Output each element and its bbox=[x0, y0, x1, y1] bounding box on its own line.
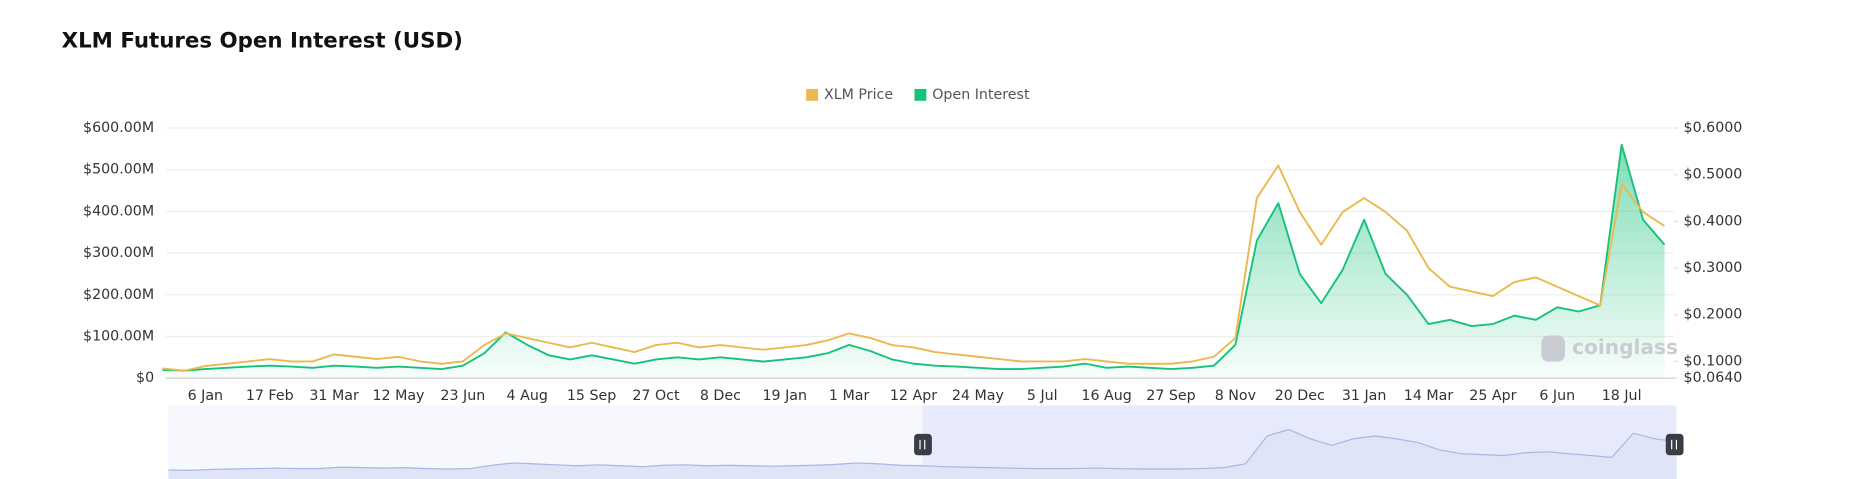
y-tick-label: $0 bbox=[136, 370, 154, 386]
y2-tick-label: $0.3000 bbox=[1684, 260, 1743, 276]
x-tick-label: 27 Sep bbox=[1146, 388, 1195, 404]
x-tick-label: 4 Aug bbox=[507, 388, 548, 404]
watermark-logo bbox=[1541, 335, 1565, 362]
x-tick-label: 12 Apr bbox=[890, 388, 937, 404]
y-tick-label: $400.00M bbox=[83, 203, 154, 219]
navigator bbox=[168, 405, 1677, 479]
x-tick-label: 1 Mar bbox=[829, 388, 870, 404]
legend-swatch bbox=[914, 88, 927, 101]
navigator-area bbox=[168, 429, 1677, 479]
y2-tick-label: $0.6000 bbox=[1684, 120, 1743, 136]
x-tick-label: 8 Nov bbox=[1215, 388, 1256, 404]
y2-tick-label: $0.4000 bbox=[1684, 213, 1743, 229]
x-tick-label: 31 Jan bbox=[1342, 388, 1387, 404]
x-tick-label: 24 May bbox=[952, 388, 1004, 404]
watermark: coinglass bbox=[1572, 335, 1678, 359]
y2-tick-label: $0.5000 bbox=[1684, 167, 1743, 183]
y-tick-label: $100.00M bbox=[83, 329, 154, 345]
navigator-handle[interactable] bbox=[914, 433, 932, 456]
x-tick-label: 18 Jul bbox=[1602, 388, 1642, 404]
x-tick-label: 17 Feb bbox=[246, 388, 294, 404]
oi-line bbox=[162, 143, 1666, 372]
navigator-handles bbox=[914, 433, 1684, 456]
chart-title: XLM Futures Open Interest (USD) bbox=[62, 29, 463, 54]
x-tick-label: 5 Jul bbox=[1027, 388, 1058, 404]
legend-swatch bbox=[806, 88, 819, 101]
legend-label: XLM Price bbox=[824, 87, 893, 103]
x-tick-label: 14 Mar bbox=[1404, 388, 1454, 404]
y2-tick-label: $0.0640 bbox=[1684, 370, 1743, 386]
plot bbox=[162, 143, 1666, 379]
x-tick-label: 15 Sep bbox=[567, 388, 616, 404]
oi-area bbox=[162, 144, 1665, 379]
x-tick-label: 6 Jun bbox=[1539, 388, 1575, 404]
x-tick-label: 20 Dec bbox=[1275, 388, 1325, 404]
price-line bbox=[162, 164, 1666, 372]
navigator-line bbox=[168, 428, 1677, 471]
legend-label: Open Interest bbox=[932, 87, 1030, 103]
x-tick-label: 12 May bbox=[372, 388, 424, 404]
y-tick-label: $600.00M bbox=[83, 120, 154, 136]
y-tick-label: $300.00M bbox=[83, 245, 154, 261]
x-tick-label: 8 Dec bbox=[700, 388, 741, 404]
y-tick-label: $200.00M bbox=[83, 287, 154, 303]
x-tick-label: 16 Aug bbox=[1081, 388, 1131, 404]
x-tick-label: 6 Jan bbox=[188, 388, 224, 404]
y2-tick-label: $0.1000 bbox=[1684, 353, 1743, 369]
x-tick-label: 19 Jan bbox=[762, 388, 807, 404]
x-tick-label: 23 Jun bbox=[440, 388, 485, 404]
y-tick-label: $500.00M bbox=[83, 162, 154, 178]
legend: XLM Price Open Interest bbox=[806, 87, 1030, 103]
navigator-handle[interactable] bbox=[1665, 433, 1684, 456]
y2-tick-label: $0.2000 bbox=[1684, 307, 1743, 323]
x-tick-label: 25 Apr bbox=[1469, 388, 1516, 404]
x-tick-label: 31 Mar bbox=[309, 388, 359, 404]
x-tick-label: 27 Oct bbox=[632, 388, 680, 404]
